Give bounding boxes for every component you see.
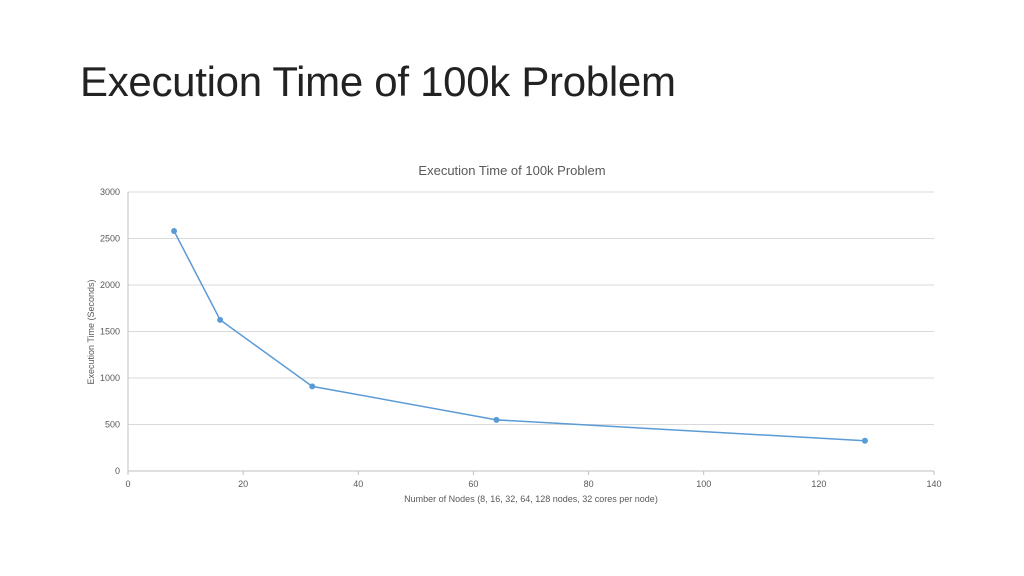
series-group xyxy=(171,228,868,444)
y-tick-label: 3000 xyxy=(100,187,120,197)
chart-title: Execution Time of 100k Problem xyxy=(418,163,605,178)
x-tick-label: 20 xyxy=(238,479,248,489)
y-tick-label: 0 xyxy=(115,466,120,476)
y-tick-label: 1000 xyxy=(100,373,120,383)
x-tick-label: 60 xyxy=(468,479,478,489)
data-point xyxy=(493,416,500,423)
y-tick-label: 2500 xyxy=(100,234,120,244)
series-line xyxy=(173,230,865,442)
data-point xyxy=(171,228,178,235)
y-tick-label: 500 xyxy=(105,420,120,430)
data-point xyxy=(309,383,316,390)
data-point xyxy=(861,437,868,444)
y-tick-label: 1500 xyxy=(100,327,120,337)
y-axis-label: Execution Time (Seconds) xyxy=(86,279,96,384)
y-axis: 0 500 1000 1500 2000 2500 3000 xyxy=(100,187,129,476)
x-tick-label: 80 xyxy=(584,479,594,489)
x-tick-label: 100 xyxy=(696,479,711,489)
slide-title: Execution Time of 100k Problem xyxy=(80,58,676,105)
grid-lines xyxy=(128,191,934,472)
x-tick-label: 40 xyxy=(353,479,363,489)
x-axis-label: Number of Nodes (8, 16, 32, 64, 128 node… xyxy=(404,494,658,504)
x-tick-label: 0 xyxy=(125,479,130,489)
x-axis: 0 20 40 60 80 100 120 140 xyxy=(125,471,942,489)
y-tick-label: 2000 xyxy=(100,280,120,290)
x-tick-label: 140 xyxy=(926,479,941,489)
data-point xyxy=(217,316,224,323)
x-tick-label: 120 xyxy=(811,479,826,489)
